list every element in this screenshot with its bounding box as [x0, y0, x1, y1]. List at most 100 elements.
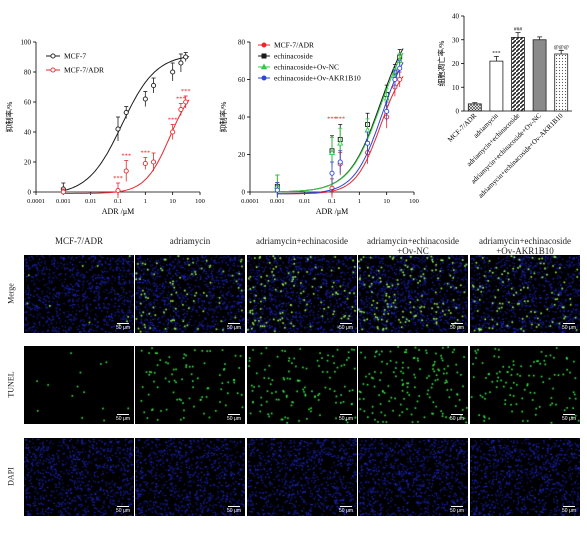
plot1-x-tick-label: 0.1 — [114, 198, 122, 205]
scale-bar: 50 μm — [227, 323, 241, 331]
grid-column-title: adriamycin+echinacoside +Ov-AKR1B10 — [478, 236, 572, 256]
plot2-data-point — [337, 139, 344, 146]
micrograph-panel: 50 μm — [24, 438, 134, 516]
micrograph-panel: 50 μm — [358, 438, 468, 516]
scale-bar-label: 50 μm — [227, 416, 241, 422]
micrograph-panel: 50 μm — [24, 346, 134, 424]
scale-bar-label: 50 μm — [450, 325, 464, 331]
plot3-bar — [554, 53, 569, 112]
micrograph-panel: 50 μm — [470, 438, 580, 516]
micrograph-image — [358, 255, 468, 333]
scale-bar-label: 50 μm — [450, 508, 464, 514]
plot2-legend-label: echinacoside+Ov-NC — [274, 63, 339, 72]
plot3-y-tick-label: 40 — [452, 13, 460, 21]
plot1-y-tick-label: 20 — [24, 159, 32, 167]
micrograph-image — [470, 255, 580, 333]
plot1-data-point — [151, 82, 157, 89]
grid-column-title: adriamycin+echinacoside +Ov-NC — [366, 236, 460, 256]
plot1-y-tick-label: 0 — [28, 189, 32, 197]
plot1-y-tick-label: 100 — [21, 39, 32, 47]
plot2-x-axis-label: ADR /μM — [316, 207, 349, 216]
plot2-data-point — [364, 126, 371, 133]
micrograph-panel: 50 μm — [135, 438, 245, 516]
scale-bar-label: 50 μm — [116, 325, 130, 331]
plot3-significance-mark: ### — [514, 27, 523, 33]
scale-bar-label: 50 μm — [450, 416, 464, 422]
micrograph-image — [358, 346, 468, 424]
scale-bar: 50 μm — [227, 506, 241, 514]
grid-column-title: adriamycin+echinacoside — [255, 236, 349, 246]
micrograph-panel: 50 μm — [24, 255, 134, 333]
micrograph-image — [135, 255, 245, 333]
plot2-x-tick-label: 10 — [383, 198, 390, 205]
micrograph-image — [247, 438, 357, 516]
scale-bar-line — [563, 414, 575, 415]
plot2-significance-mark: *** — [327, 116, 337, 123]
plot3-y-tick-label: 30 — [452, 36, 460, 44]
plot2-y-tick-label: 20 — [238, 151, 246, 159]
plot1-data-point — [115, 187, 121, 194]
plot2-legend-label: echinacoside+Ov-AKR1B10 — [274, 74, 361, 83]
micrograph-image — [358, 438, 468, 516]
scale-bar-line — [117, 414, 129, 415]
plot3-bar — [489, 60, 504, 112]
plot2-legend-label: MCF-7/ADR — [274, 41, 314, 50]
plot1-significance-mark: *** — [168, 117, 178, 124]
plot1-significance-mark: *** — [176, 96, 186, 103]
plot1-data-point — [178, 60, 184, 66]
plot1-significance-mark: *** — [181, 88, 191, 95]
scale-bar-line — [340, 506, 352, 507]
plot1-data-point — [151, 159, 157, 165]
plot1-x-tick-label: 0.001 — [56, 198, 71, 205]
scale-bar: 50 μm — [116, 506, 130, 514]
plot3-y-axis-label: 细胞凋亡率/% — [436, 41, 446, 87]
scale-bar: 50 μm — [116, 414, 130, 422]
plot2-legend-marker — [261, 75, 267, 81]
plot2-fit-curve — [277, 52, 404, 193]
scale-bar-line — [340, 323, 352, 324]
micrograph-image — [470, 346, 580, 424]
plot2-legend-marker — [261, 42, 267, 48]
plot1-data-point — [178, 106, 184, 113]
plot1-data-point — [115, 126, 121, 132]
plot1-data-point — [183, 54, 189, 60]
plot1-y-tick-label: 80 — [24, 69, 32, 77]
plot2-data-point — [397, 76, 403, 83]
plot1-x-axis-label: ADR /μM — [102, 207, 135, 216]
plot2-x-tick-label: 0.01 — [299, 198, 310, 205]
plot2-data-point — [329, 170, 335, 176]
plot1-significance-mark: *** — [121, 153, 131, 160]
plot2-data-point — [397, 65, 403, 71]
scale-bar-label: 50 μm — [227, 508, 241, 514]
micrograph-panel: 50 μm — [247, 438, 357, 516]
plot3-bar — [467, 103, 482, 112]
scale-bar: 50 μm — [339, 506, 353, 514]
plot3-y-tick-label: 10 — [452, 84, 460, 92]
scale-bar: 50 μm — [562, 323, 576, 331]
micrograph-panel: 50 μm — [135, 255, 245, 333]
plot1-data-point — [123, 109, 129, 116]
scale-bar-label: 50 μm — [562, 325, 576, 331]
plot1-legend-marker — [50, 67, 56, 73]
plot2-data-point — [274, 187, 280, 193]
plot2-y-tick-label: 40 — [238, 114, 246, 122]
plot2-x-tick-label: 0.001 — [270, 198, 285, 205]
grid-row-label: TUNEL — [6, 371, 16, 398]
micrograph-image — [24, 346, 134, 424]
plot3-category-label: MCF-7/ADR — [446, 112, 478, 144]
plot2-fit-curve — [277, 62, 404, 195]
plot2-data-point — [337, 159, 343, 165]
plot1-data-point — [183, 99, 189, 105]
plot1-significance-mark: *** — [113, 175, 123, 182]
plot3-significance-mark: *** — [492, 50, 501, 56]
plot3-bar — [511, 36, 525, 112]
plot2-data-point — [392, 76, 398, 83]
scale-bar-label: 50 μm — [116, 508, 130, 514]
plot1-data-point — [170, 69, 176, 75]
plot1-x-tick-label: 0.0001 — [27, 198, 45, 205]
plot1-x-tick-label: 10 — [169, 198, 176, 205]
plot3-bar — [532, 39, 547, 112]
plot1-x-tick-label: 0.01 — [85, 198, 96, 205]
plot3-y-tick-label: 0 — [456, 108, 460, 116]
scale-bar: 50 μm — [450, 506, 464, 514]
